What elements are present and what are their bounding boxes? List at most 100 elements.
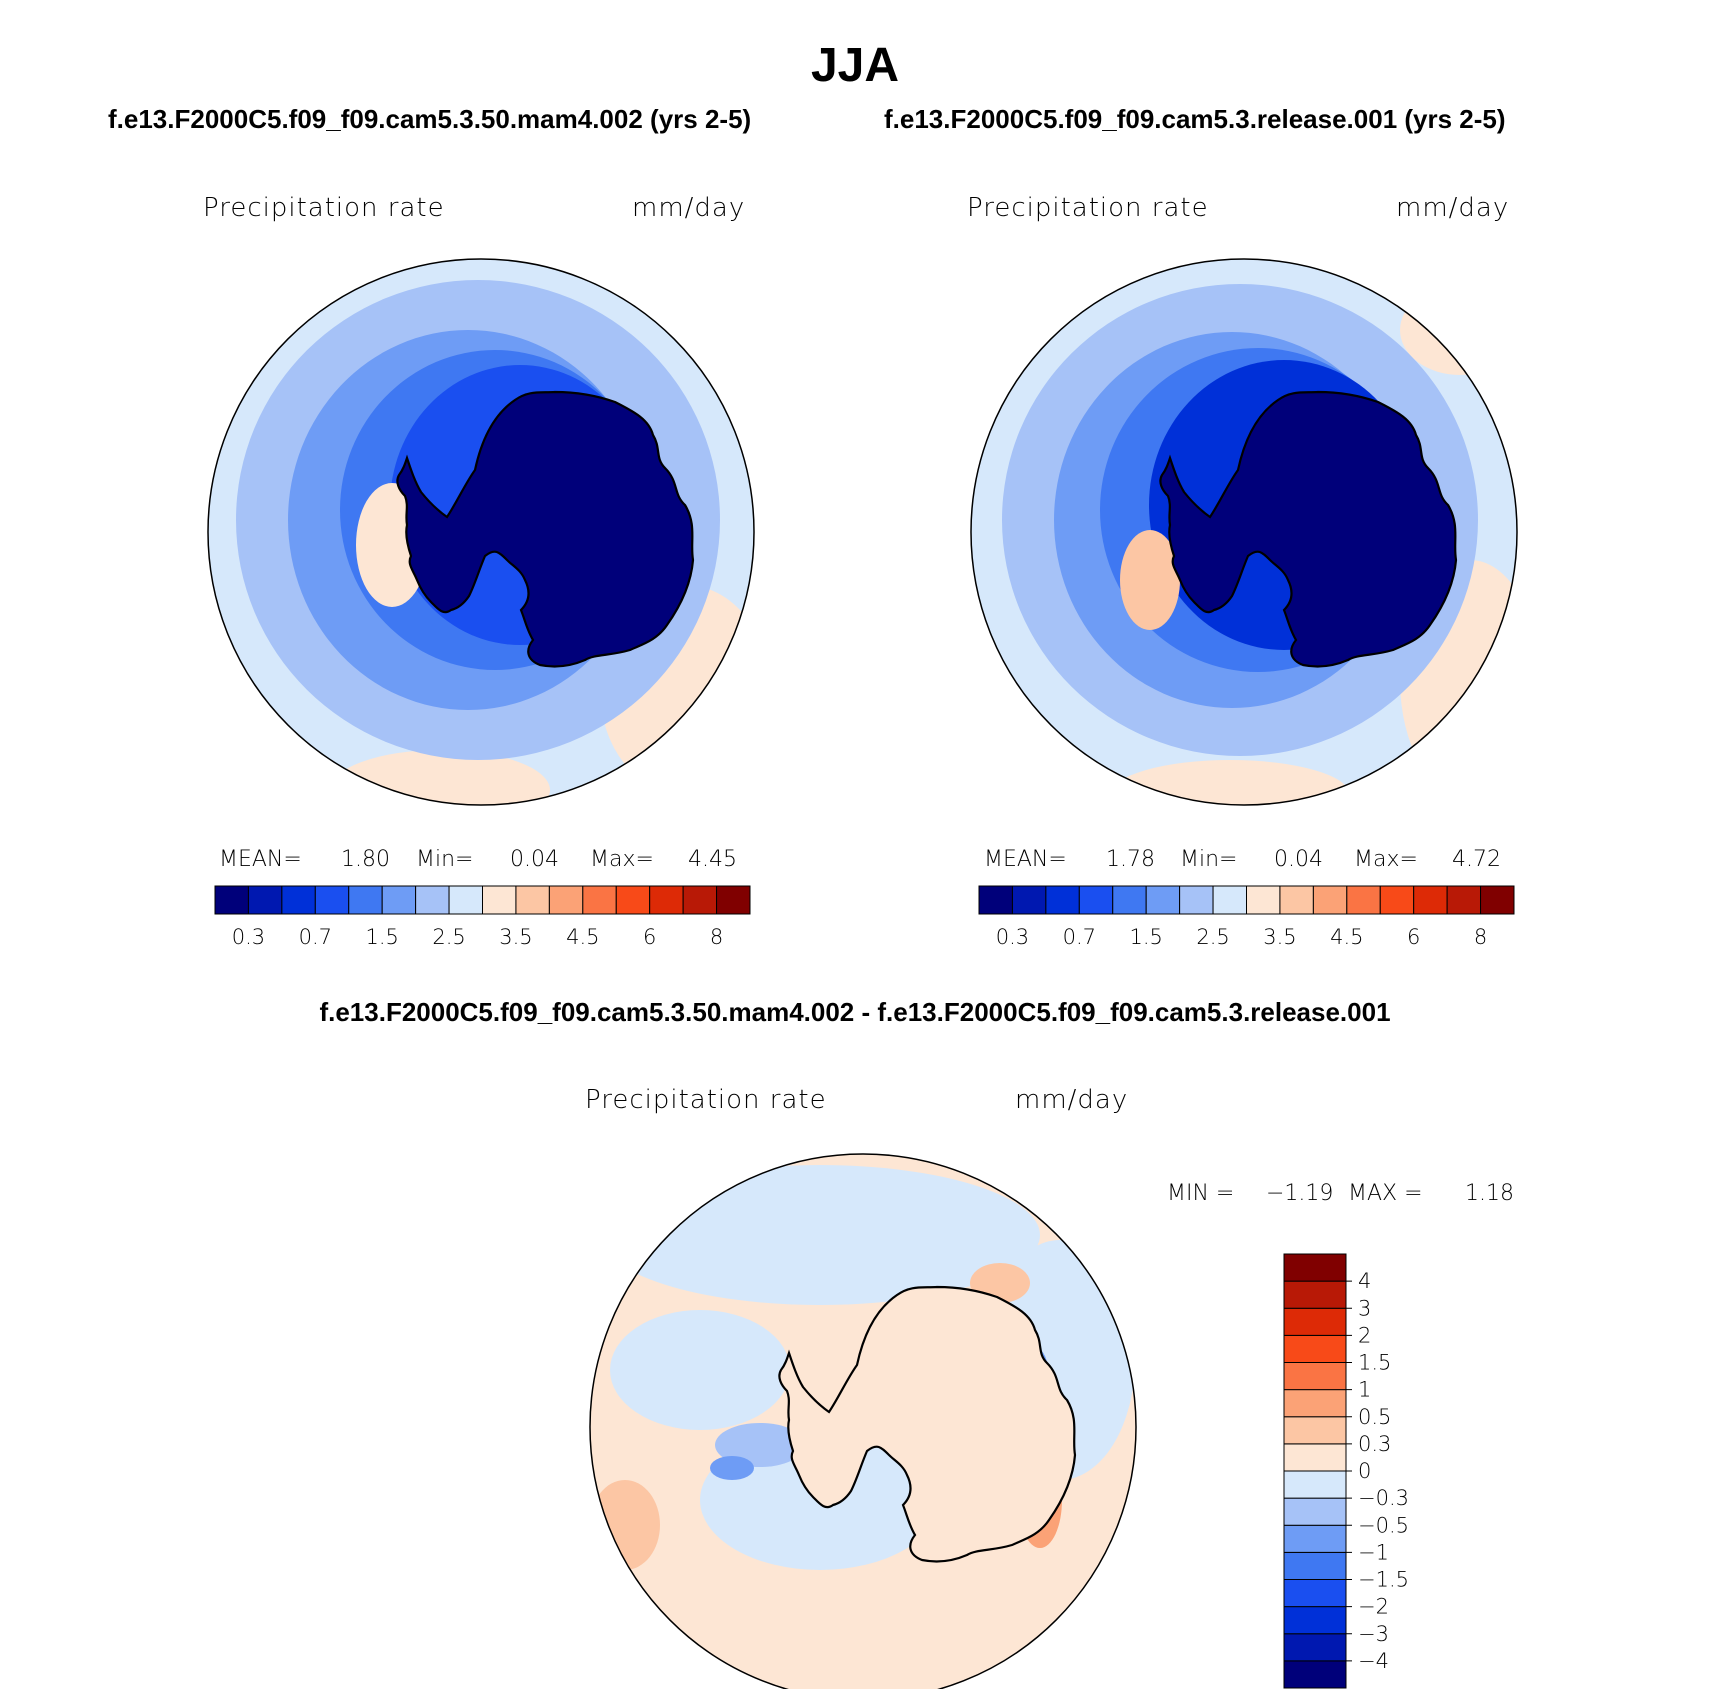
panel1-colorbar-swatch [548,885,584,915]
diff-colorbar-tick-label: −1.5 [1358,1568,1409,1592]
panel2-colorbar-tick-label: 0.3 [996,925,1029,949]
diff-colorbar-swatch [1283,1606,1347,1635]
panel1-colorbar-tick-label: 3.5 [499,925,532,949]
diff-colorbar-swatch [1283,1307,1347,1336]
panel2-map-border [970,258,1518,806]
panel2-colorbar-swatch [1413,885,1448,915]
panel2-units-label: mm/day [1396,193,1510,223]
diff-colorbar-tick-label: 0.3 [1358,1432,1391,1456]
diff-colorbar-tick-label: 4 [1358,1269,1371,1293]
diff-colorbar-swatch [1283,1253,1347,1282]
panel2-colorbar-tick-label: 1.5 [1129,925,1162,949]
diff-peninsula-blue [715,1423,805,1467]
panel2-colorbar: 0.3 0.7 1.5 2.5 3.5 4.5 6 8 [978,885,1515,949]
diff-colorbar-swatch [1283,1443,1347,1472]
panel1-map-border [207,258,755,806]
panel1-colorbar-swatch [281,885,316,915]
panel2-colorbar-swatch [1045,885,1080,915]
panel1-colorbar: 0.3 0.7 1.5 2.5 3.5 4.5 6 8 [214,885,751,949]
panel2-colorbar-tick-label: 6 [1407,925,1420,949]
diff-colorbar-swatch [1283,1389,1347,1418]
diff-colorbar-swatch [1283,1497,1347,1526]
panel1-colorbar-swatch [482,885,517,915]
panel2-colorbar-swatch [1145,885,1181,915]
panel2-max-value: 4.72 [1452,847,1501,872]
diff-colorbar-swatch [1283,1579,1347,1608]
panel1-mean-value: 1.80 [341,847,390,872]
panel2-colorbar-swatch [1179,885,1214,915]
diff-colorbar-tick-label: 1.5 [1358,1351,1391,1375]
panel2-map [970,258,1518,806]
diff-max-value: 1.18 [1465,1181,1514,1206]
diff-colorbar-tick-label: 3 [1358,1296,1371,1320]
panel2-peninsula-warm [1120,530,1180,630]
diff-colorbar-swatch [1283,1551,1347,1580]
panel1-units-label: mm/day [632,193,746,223]
panel2-warm-south [1110,760,1350,805]
diff-colorbar-tick-label: 0 [1358,1459,1371,1483]
season-title: JJA [810,39,900,92]
panel2-min-value: 0.04 [1274,847,1323,872]
panel2-colorbar-swatch [1379,885,1415,915]
panel1-colorbar-tick-label: 8 [710,925,723,949]
panel1-colorbar-tick-label: 1.5 [365,925,398,949]
diff-colorbar-tick-label: −3 [1358,1622,1389,1646]
diff-min-label: MIN = [1167,1181,1235,1206]
panel1-case-title: f.e13.F2000C5.f09_f09.cam5.3.50.mam4.002… [108,104,752,134]
panel1-min-label: Min= [416,847,474,872]
diff-max-label: MAX = [1348,1181,1423,1206]
panel1-colorbar-swatch [615,885,651,915]
panel1-colorbar-swatch [381,885,417,915]
panel1-colorbar-swatch [582,885,617,915]
diff-units-label: mm/day [1015,1085,1129,1115]
panel2-colorbar-tick-label: 8 [1474,925,1487,949]
diff-west-warm [590,1480,660,1570]
panel2-min-label: Min= [1180,847,1238,872]
diff-colorbar-swatch [1283,1470,1347,1499]
panel1-warm-south [330,750,550,805]
difference-title: f.e13.F2000C5.f09_f09.cam5.3.50.mam4.002… [319,997,1391,1027]
panel2-colorbar-tick-label: 4.5 [1330,925,1363,949]
diff-colorbar-tick-label: −2 [1358,1595,1389,1619]
diff-min-value: −1.19 [1266,1181,1334,1206]
diff-colorbar-swatch [1283,1660,1347,1689]
diff-colorbar-swatch [1283,1633,1347,1662]
panel1-min-value: 0.04 [510,847,559,872]
panel1-colorbar-swatch [515,885,550,915]
diff-variable-label: Precipitation rate [585,1085,827,1115]
panel1-colorbar-tick-label: 2.5 [432,925,465,949]
diff-colorbar-tick-label: 0.5 [1358,1405,1391,1429]
panel1-colorbar-swatch [716,885,751,915]
panel2-colorbar-swatch [1078,885,1114,915]
panel2-mean-label: MEAN= [984,847,1067,872]
panel1-colorbar-tick-label: 6 [643,925,656,949]
diff-colorbar-tick-label: −4 [1358,1649,1389,1673]
panel2-mean-value: 1.78 [1106,847,1155,872]
panel2-colorbar-swatch [1480,885,1515,915]
diff-colorbar-tick-label: 2 [1358,1323,1371,1347]
panel2-colorbar-tick-label: 0.7 [1063,925,1096,949]
panel1-colorbar-tick-label: 4.5 [566,925,599,949]
difference-map [589,1153,1137,1689]
panel1-colorbar-swatch [314,885,350,915]
panel1-map [207,258,755,806]
panel2-colorbar-swatch [1011,885,1047,915]
panel2-colorbar-swatch [1446,885,1482,915]
panel1-variable-label: Precipitation rate [203,193,445,223]
difference-colorbar: −4 −3 −2 −1.5 −1 −0.5 −0.3 0 0.3 0.5 1 1.5 2 3 4 [1283,1253,1409,1689]
panel1-colorbar-tick-label: 0.7 [299,925,332,949]
diff-west-blue [610,1310,790,1430]
diff-colorbar-tick-label: −0.3 [1358,1486,1409,1510]
panel2-variable-label: Precipitation rate [967,193,1209,223]
panel1-max-value: 4.45 [688,847,737,872]
panel2-colorbar-tick-label: 3.5 [1263,925,1296,949]
panel2-colorbar-swatch [1112,885,1147,915]
panel2-max-label: Max= [1354,847,1418,872]
panel1-mean-label: MEAN= [219,847,302,872]
panel1-colorbar-tick-label: 0.3 [232,925,265,949]
panel1-colorbar-swatch [448,885,483,915]
panel2-colorbar-swatch [1246,885,1281,915]
panel1-colorbar-swatch [214,885,249,915]
panel2-case-title: f.e13.F2000C5.f09_f09.cam5.3.release.001… [884,104,1506,134]
